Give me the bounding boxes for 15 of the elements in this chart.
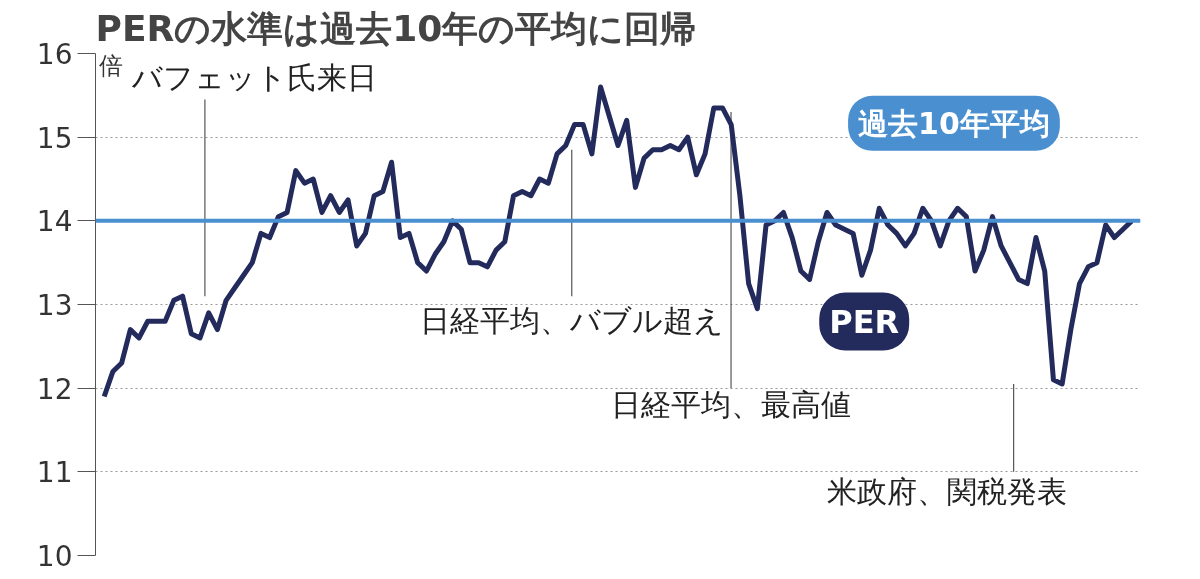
y-tick-label: 13 [36, 289, 73, 322]
series-label: PER [829, 302, 900, 341]
y-tick-label: 16 [36, 38, 73, 71]
y-tick-label: 10 [36, 540, 73, 573]
y-tick-label: 14 [36, 205, 73, 239]
annotation: 日経平均、バブル超え [419, 302, 724, 338]
y-tick-label: 12 [36, 372, 73, 406]
y-tick-label: 15 [36, 121, 73, 155]
annotation: 米政府、関税発表 [827, 474, 1068, 510]
annotation: 日経平均、最高値 [611, 386, 852, 422]
y-axis-title: 倍 [98, 51, 123, 80]
y-tick-label: 11 [36, 456, 73, 490]
chart-title: PERの水準は過去10年の平均に回帰 [95, 7, 697, 49]
annotation: バフェット氏来日 [131, 60, 378, 96]
ref-line-label: 過去10年平均 [858, 105, 1050, 141]
